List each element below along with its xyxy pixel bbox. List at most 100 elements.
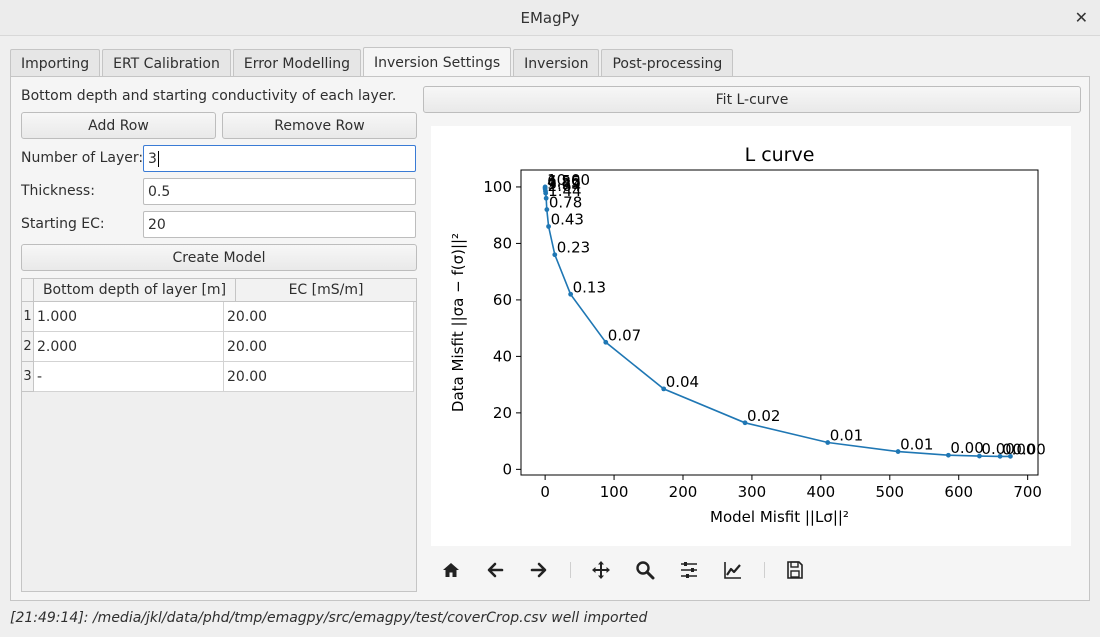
chart-title: L curve [745, 144, 815, 166]
ec-cell[interactable]: 20.00 [224, 302, 414, 332]
tab-inversion-settings[interactable]: Inversion Settings [363, 47, 512, 77]
window-title: EMagPy [520, 8, 580, 27]
point-label: 0.04 [666, 373, 699, 391]
save-icon[interactable] [781, 556, 809, 584]
thickness-label: Thickness: [21, 183, 95, 199]
add-row-button[interactable]: Add Row [21, 112, 216, 139]
point-label: 0.07 [608, 326, 641, 344]
point-label: 0.01 [900, 436, 933, 454]
ec-cell[interactable]: 20.00 [224, 362, 414, 392]
nlayer-value: 3 [148, 150, 157, 167]
depth-cell[interactable]: 2.000 [34, 332, 224, 362]
point-label: 0.00 [950, 439, 983, 457]
tab-bar: Importing ERT Calibration Error Modellin… [10, 47, 735, 77]
y-tick-label: 60 [493, 291, 512, 309]
point-label: 4.85 [547, 173, 580, 191]
point-label: 0.13 [573, 278, 606, 296]
y-tick-label: 100 [483, 178, 512, 196]
point-label: 0.23 [557, 239, 590, 257]
point-label: 0.01 [830, 427, 863, 445]
nlayer-input[interactable]: 3 [143, 145, 416, 172]
table-row[interactable]: 1 1.000 20.00 [22, 302, 416, 332]
point-label: 0.00 [981, 440, 1014, 458]
start-ec-value: 20 [148, 216, 166, 233]
point-label: 0.43 [551, 210, 584, 228]
data-point [895, 449, 901, 454]
point-label: 6.56 [547, 172, 580, 190]
create-model-button[interactable]: Create Model [21, 244, 417, 271]
data-point [552, 252, 558, 258]
thickness-value: 0.5 [148, 183, 171, 200]
point-label: 0.02 [747, 407, 780, 425]
point-label: 0.00 [1012, 440, 1045, 458]
lcurve-plot: L curve 0 100 200 300 400 500 600 700 0 20 40 60 80 10… [431, 126, 1071, 546]
x-tick-label: 200 [669, 483, 698, 501]
point-label: 0.00 [1002, 440, 1035, 458]
y-axis-label: Data Misfit ||σa − f(σ)||² [449, 233, 467, 412]
axes-edit-icon[interactable] [719, 556, 747, 584]
data-point [825, 440, 831, 445]
data-point [543, 190, 549, 196]
row-index[interactable]: 1 [22, 302, 34, 332]
data-point [1008, 453, 1013, 459]
row-index[interactable]: 2 [22, 332, 34, 362]
header-depth[interactable]: Bottom depth of layer [m] [34, 279, 236, 301]
depth-cell[interactable]: 1.000 [34, 302, 224, 332]
x-axis-label: Model Misfit ||Lσ||² [710, 508, 849, 526]
data-point [945, 452, 951, 458]
row-index[interactable]: 3 [22, 362, 34, 392]
inversion-settings-pane: Bottom depth and starting conductivity o… [10, 76, 1090, 601]
layer-description: Bottom depth and starting conductivity o… [21, 88, 397, 104]
thickness-input[interactable]: 0.5 [143, 178, 416, 205]
fit-lcurve-button[interactable]: Fit L-curve [423, 86, 1081, 113]
data-point [661, 386, 667, 392]
x-tick-label: 0 [540, 483, 550, 501]
close-icon[interactable]: ✕ [1074, 8, 1088, 27]
tab-ert-calibration[interactable]: ERT Calibration [102, 49, 231, 77]
x-tick-label: 400 [807, 483, 836, 501]
x-tick-label: 700 [1013, 483, 1042, 501]
y-tick-label: 20 [493, 404, 512, 422]
data-point [603, 339, 609, 345]
point-label: 0.78 [549, 194, 582, 212]
start-ec-label: Starting EC: [21, 216, 105, 232]
data-point [544, 207, 550, 212]
tab-post-processing[interactable]: Post-processing [601, 49, 734, 77]
y-tick-label: 80 [493, 234, 512, 252]
x-tick-label: 100 [600, 483, 629, 501]
point-label: 2.64 [548, 177, 581, 195]
depth-cell[interactable]: - [34, 362, 224, 392]
forward-icon[interactable] [525, 556, 553, 584]
nlayer-label: Number of Layer: [21, 150, 144, 166]
point-label: 3.39 [547, 175, 580, 193]
tab-inversion[interactable]: Inversion [513, 49, 600, 77]
axes-frame [520, 169, 1039, 476]
x-tick-label: 500 [875, 483, 904, 501]
title-bar: EMagPy ✕ [0, 0, 1100, 36]
tab-error-modelling[interactable]: Error Modelling [232, 49, 362, 77]
ec-cell[interactable]: 20.00 [224, 332, 414, 362]
back-icon[interactable] [481, 556, 509, 584]
header-ec[interactable]: EC [mS/m] [288, 282, 364, 298]
data-point [546, 224, 551, 229]
y-tick-label: 40 [493, 347, 512, 365]
x-tick-label: 600 [944, 483, 973, 501]
point-label: 1.44 [548, 182, 581, 200]
data-point [568, 291, 574, 297]
tab-importing[interactable]: Importing [10, 49, 101, 77]
subplots-icon[interactable] [675, 556, 703, 584]
table-row[interactable]: 2 2.000 20.00 [22, 332, 416, 362]
start-ec-input[interactable]: 20 [143, 211, 416, 238]
pan-icon[interactable] [587, 556, 615, 584]
status-bar-message: [21:49:14]: /media/jkl/data/phd/tmp/emag… [10, 610, 648, 626]
point-label: 10.00 [547, 171, 590, 189]
plot-toolbar [431, 552, 831, 588]
data-point [742, 420, 748, 426]
lcurve-chart: L curve 0 100 200 300 400 500 600 700 0 20 40 60 80 10… [449, 144, 1046, 526]
data-point [543, 195, 549, 201]
remove-row-button[interactable]: Remove Row [222, 112, 417, 139]
zoom-icon[interactable] [631, 556, 659, 584]
table-row[interactable]: 3 - 20.00 [22, 362, 416, 392]
home-icon[interactable] [437, 556, 465, 584]
x-tick-label: 300 [738, 483, 767, 501]
